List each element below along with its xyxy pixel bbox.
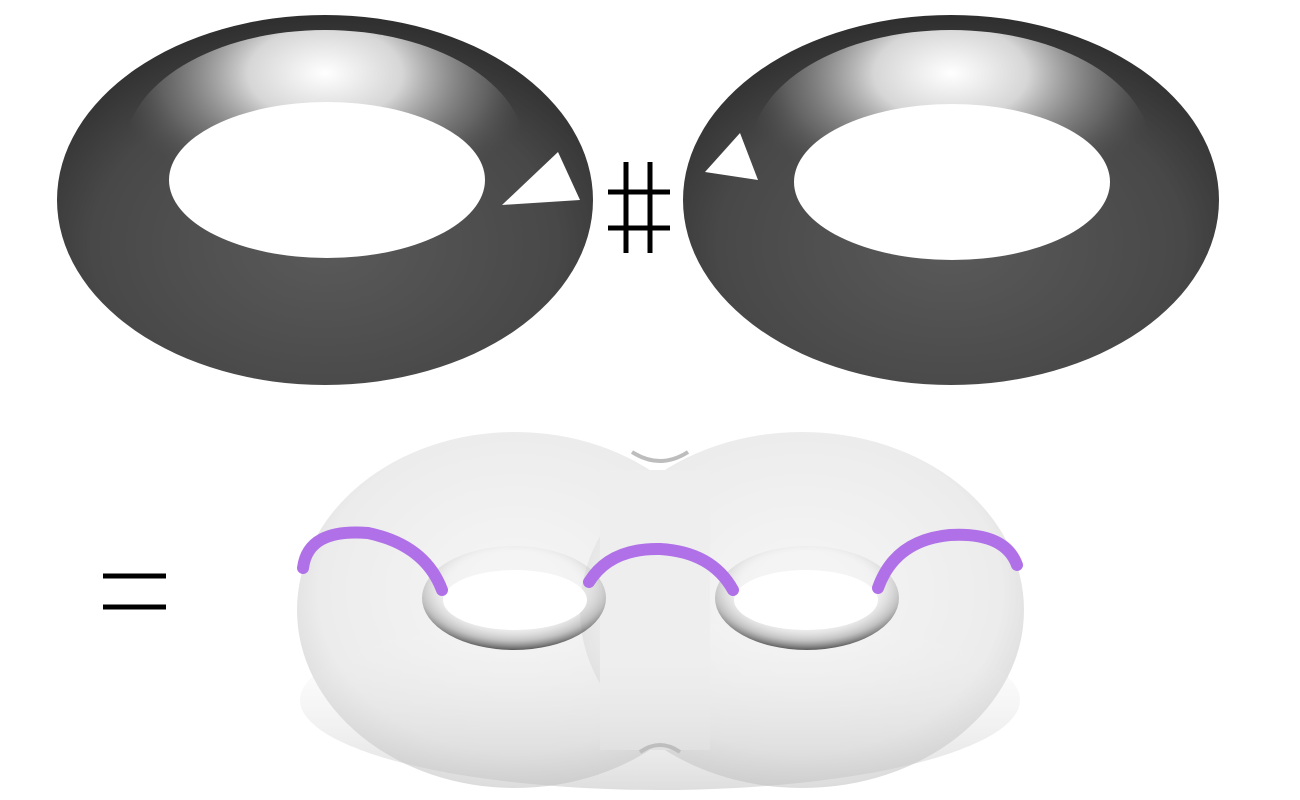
equals-symbol	[103, 573, 166, 610]
left-torus	[57, 15, 593, 385]
meridian-curve-middle	[583, 542, 739, 596]
right-torus-cut-triangle	[705, 133, 758, 180]
double-torus	[297, 432, 1024, 790]
right-torus	[683, 15, 1219, 385]
meridian-curve-left	[297, 526, 448, 596]
left-torus-cut-triangle	[502, 152, 580, 205]
meridian-curve-right	[872, 528, 1023, 594]
connected-sum-symbol	[608, 162, 670, 253]
